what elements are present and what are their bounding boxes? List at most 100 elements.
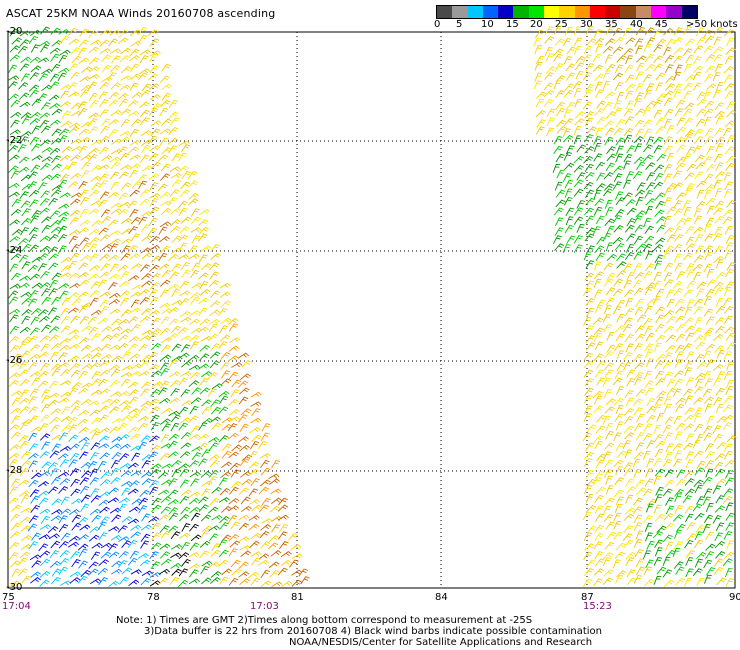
- wind-barb: [644, 235, 655, 244]
- wind-barb: [613, 489, 624, 498]
- wind-barb: [89, 452, 99, 461]
- wind-barb: [21, 208, 31, 217]
- wind-barb: [111, 326, 123, 332]
- wind-barb: [78, 279, 90, 287]
- wind-barb: [11, 37, 22, 45]
- wind-barb: [227, 514, 238, 524]
- wind-barb: [20, 227, 30, 236]
- wind-barb: [622, 440, 632, 449]
- wind-barb: [573, 235, 583, 244]
- wind-barb: [138, 406, 149, 415]
- wind-barb: [257, 559, 270, 566]
- wind-barb: [634, 306, 644, 316]
- wind-barb: [8, 246, 20, 253]
- wind-barb: [613, 432, 622, 442]
- wind-barb: [168, 507, 179, 515]
- wind-barb: [652, 244, 664, 252]
- wind-barb: [696, 496, 705, 505]
- wind-barb: [190, 208, 200, 217]
- wind-barb: [622, 192, 633, 201]
- wind-barb: [18, 397, 30, 405]
- wind-barb: [130, 40, 142, 47]
- wind-barb: [633, 262, 643, 272]
- wind-barb: [90, 488, 100, 497]
- wind-barb: [715, 115, 724, 125]
- wind-barb: [694, 531, 703, 541]
- wind-barb: [704, 403, 713, 413]
- wind-barb: [130, 569, 142, 575]
- wind-barb: [722, 422, 733, 431]
- wind-barb: [566, 46, 576, 55]
- wind-barb: [78, 534, 89, 541]
- wind-barb: [595, 127, 603, 137]
- wind-barb: [159, 75, 170, 84]
- wind-barb: [51, 296, 61, 305]
- legend-label: 5: [456, 19, 463, 30]
- wind-barb: [614, 242, 625, 251]
- wind-barb: [725, 234, 735, 244]
- wind-barb: [60, 380, 72, 386]
- wind-barb: [149, 50, 161, 57]
- wind-barb: [130, 323, 141, 332]
- wind-barb: [48, 234, 59, 242]
- wind-barb: [19, 421, 29, 431]
- wind-barb: [141, 460, 151, 469]
- wind-barb: [180, 216, 192, 224]
- wind-barb: [277, 514, 289, 521]
- wind-barb: [148, 516, 160, 523]
- wind-barb: [118, 280, 130, 288]
- wind-barb: [189, 433, 201, 440]
- wind-barb: [260, 569, 270, 579]
- wind-barb: [8, 296, 19, 305]
- wind-barb: [188, 460, 200, 468]
- wind-barb: [594, 524, 604, 533]
- wind-barb: [28, 460, 38, 469]
- wind-barb: [586, 342, 596, 351]
- wind-barb: [119, 400, 130, 407]
- wind-barb: [673, 208, 684, 216]
- wind-barb: [260, 580, 272, 588]
- wind-barb: [59, 337, 71, 345]
- wind-barb: [81, 382, 93, 389]
- wind-barb: [683, 206, 692, 216]
- wind-barb: [544, 26, 554, 35]
- wind-barb: [181, 489, 192, 497]
- wind-barb: [51, 368, 61, 377]
- wind-barb: [139, 489, 150, 498]
- wind-barb: [644, 189, 654, 199]
- wind-barb: [110, 181, 120, 191]
- wind-barb: [684, 129, 695, 137]
- wind-barb: [108, 282, 118, 291]
- legend-swatch: [620, 6, 636, 18]
- wind-barb: [81, 242, 91, 251]
- wind-barb: [180, 417, 191, 424]
- wind-barb: [673, 370, 685, 378]
- wind-barb: [191, 262, 201, 272]
- wind-barb: [644, 578, 655, 587]
- wind-barb: [161, 92, 171, 101]
- wind-barb: [624, 539, 634, 548]
- wind-barb: [168, 253, 179, 262]
- wind-barb: [673, 415, 682, 425]
- wind-barb: [713, 566, 724, 575]
- wind-barb: [159, 551, 171, 559]
- wind-barb: [583, 156, 594, 164]
- wind-barb: [140, 247, 152, 254]
- wind-barb: [624, 389, 634, 399]
- wind-barb: [47, 526, 59, 534]
- wind-barb: [189, 471, 201, 478]
- wind-barb: [10, 208, 22, 216]
- longitude-label: 75: [2, 592, 15, 603]
- wind-barb: [149, 468, 161, 477]
- wind-barb: [652, 99, 663, 108]
- wind-barb: [696, 460, 706, 469]
- wind-barb: [8, 336, 20, 344]
- wind-barb: [536, 119, 546, 128]
- wind-barb: [138, 216, 148, 225]
- wind-barb: [159, 221, 172, 228]
- wind-barb: [706, 268, 715, 278]
- wind-barb: [655, 323, 665, 332]
- wind-barb: [654, 547, 663, 557]
- wind-barb: [702, 91, 711, 101]
- wind-barb: [37, 253, 49, 261]
